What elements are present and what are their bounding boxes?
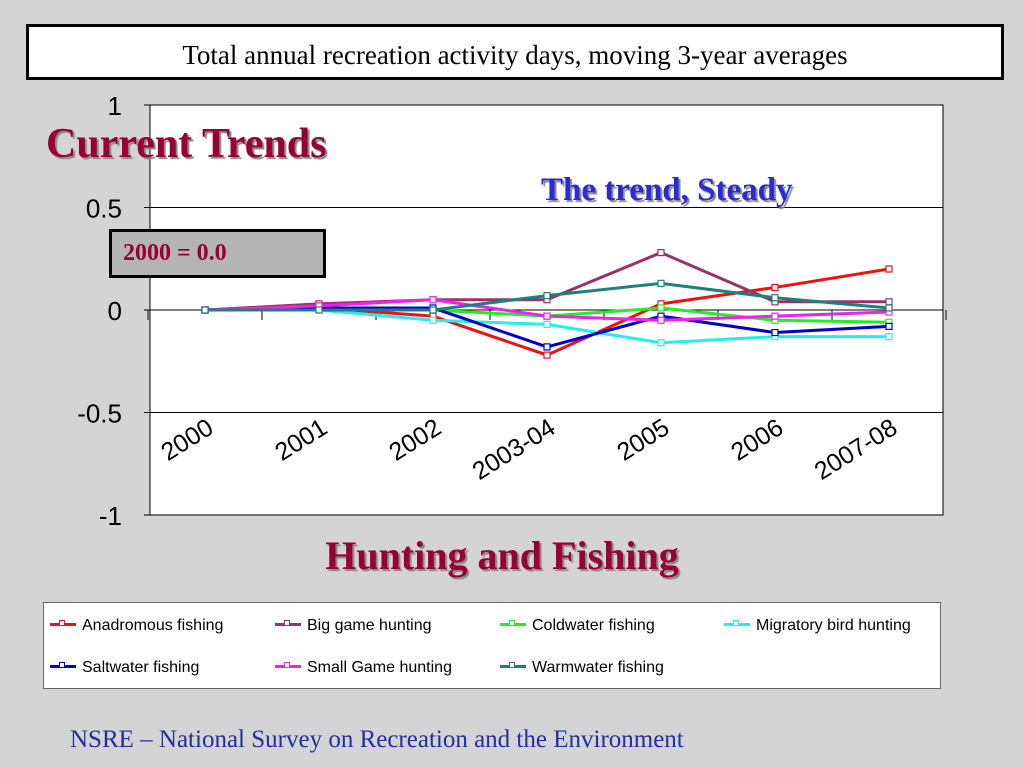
legend-swatch [275,662,301,669]
data-point [543,292,551,300]
data-point [885,333,893,341]
data-point [885,322,893,330]
data-point [657,316,665,324]
legend-item: Big game hunting [275,616,432,636]
legend-item: Coldwater fishing [500,616,655,636]
data-point [543,351,551,359]
legend-swatch [500,620,526,627]
legend-label: Small Game hunting [307,659,452,676]
x-tick-label: 2006 [726,413,788,466]
plot-frame [149,104,944,516]
data-point [771,328,779,337]
data-point [657,339,665,347]
legend-item: Migratory bird hunting [724,616,911,636]
legend-label: Coldwater fishing [532,617,655,634]
legend-label: Anadromous fishing [82,617,224,634]
legend-swatch [275,620,301,627]
x-tick-label: 2003-04 [468,413,561,485]
data-point [771,294,779,302]
legend-label: Big game hunting [307,617,432,634]
legend-label: Migratory bird hunting [756,617,911,634]
legend-swatch [50,620,76,627]
data-point [543,320,551,328]
data-point [885,265,893,273]
footer-source: NSRE – National Survey on Recreation and… [70,726,684,753]
legend-label: Warmwater fishing [532,659,664,676]
data-point [429,316,437,324]
series-line [204,267,890,357]
data-point [885,298,893,306]
x-tick-label: 2005 [612,413,674,466]
legend-item: Anadromous fishing [50,616,223,636]
subject-heading: Hunting and Fishing [325,533,679,578]
trend-note: The trend, Steady [541,172,793,208]
y-tick-label: 1 [108,91,122,121]
y-tick-label: -1 [99,501,122,531]
legend-swatch [50,662,76,669]
data-point [657,279,665,287]
x-tick-label: 2001 [270,413,332,466]
legend-swatch [724,620,750,627]
legend-item: Saltwater fishing [50,658,199,678]
x-tick-label: 2007-08 [810,413,903,485]
chart-legend: Anadromous fishing Big game hunting Cold… [43,602,941,689]
data-point [657,304,665,312]
y-tick-label: 0.5 [86,194,122,224]
x-tick-label: 2002 [384,413,446,466]
legend-item: Warmwater fishing [500,658,664,678]
legend-item: Small Game hunting [275,658,452,678]
data-point [543,343,551,351]
data-point [771,312,779,320]
chart-title-box [26,24,1004,80]
chart-title: Total annual recreation activity days, m… [182,40,848,70]
baseline-note: 2000 = 0.0 [123,240,227,266]
data-point [885,304,893,312]
y-tick-label: -0.5 [77,399,122,429]
data-point [315,306,323,314]
legend-label: Saltwater fishing [82,659,200,676]
data-point [771,283,779,292]
legend-swatch [500,662,526,669]
y-tick-label: 0 [108,296,122,326]
baseline-box [109,229,326,278]
data-point [657,249,665,257]
data-point [543,312,551,320]
slide-heading: Current Trends [46,121,327,167]
data-point [201,306,209,314]
data-point [429,296,437,304]
x-tick-label: 2000 [156,413,218,466]
data-point [429,306,437,314]
